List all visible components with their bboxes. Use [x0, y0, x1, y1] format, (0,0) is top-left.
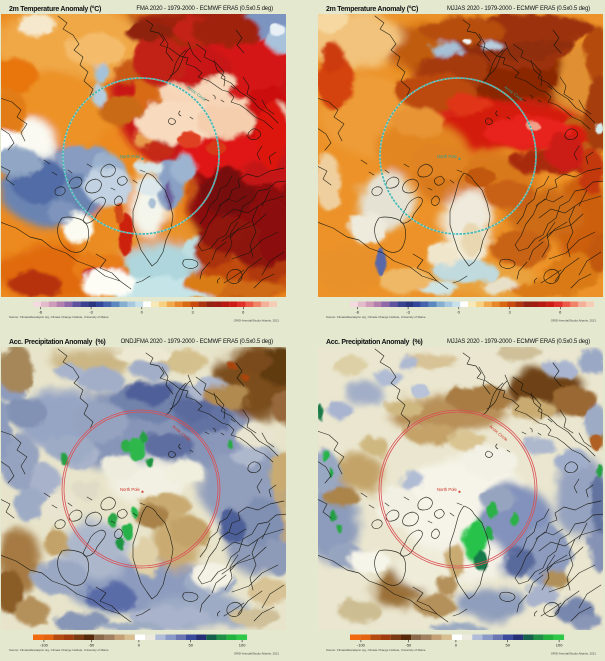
svg-text:-50: -50 [89, 642, 96, 647]
svg-text:-6: -6 [356, 309, 360, 314]
svg-text:North Pole: North Pole [120, 154, 140, 159]
svg-text:-50: -50 [406, 642, 413, 647]
svg-text:3: 3 [191, 309, 194, 314]
svg-text:0: 0 [141, 309, 144, 314]
svg-text:100: 100 [239, 642, 246, 647]
svg-text:✱: ✱ [458, 157, 462, 161]
svg-text:North Pole: North Pole [120, 487, 140, 492]
svg-text:ONDJFMA 2020 - 1979-2000 - ECM: ONDJFMA 2020 - 1979-2000 - ECMWF ERA5 (0… [121, 339, 274, 345]
svg-text:-6: -6 [39, 309, 43, 314]
svg-text:50: 50 [505, 642, 510, 647]
svg-text:Acc. Precipitation Anomaly (%: Acc. Precipitation Anomaly (%) [9, 339, 105, 346]
svg-text:North Pole: North Pole [437, 154, 457, 159]
svg-text:GRID-Arendal/Studio Atlantis,: GRID-Arendal/Studio Atlantis, 2021 [234, 652, 280, 656]
svg-text:0: 0 [458, 309, 461, 314]
svg-text:2m Temperature Anomaly (°C): 2m Temperature Anomaly (°C) [9, 5, 101, 13]
svg-text:MJJAS 2020 - 1979-2000 - ECMWF: MJJAS 2020 - 1979-2000 - ECMWF ERA5 (0.5… [447, 339, 590, 345]
svg-text:GRID-Arendal/Studio Atlantis,: GRID-Arendal/Studio Atlantis, 2021 [234, 319, 280, 323]
svg-text:Source: ClimateReanalyzer.org,: Source: ClimateReanalyzer.org, Climate C… [9, 315, 109, 319]
svg-text:-100: -100 [40, 642, 49, 647]
svg-text:Acc. Precipitation Anomaly (%: Acc. Precipitation Anomaly (%) [326, 339, 422, 346]
svg-text:Source: ClimateReanalyzer.org,: Source: ClimateReanalyzer.org, Climate C… [9, 648, 109, 652]
svg-text:6: 6 [559, 309, 562, 314]
svg-text:✱: ✱ [141, 490, 145, 494]
svg-text:50: 50 [188, 642, 193, 647]
svg-text:0: 0 [138, 642, 141, 647]
svg-text:GRID-Arendal/Studio Atlantis,: GRID-Arendal/Studio Atlantis, 2021 [551, 652, 597, 656]
svg-text:3: 3 [508, 309, 511, 314]
svg-text:FMA 2020 - 1979-2000 - ECMWF E: FMA 2020 - 1979-2000 - ECMWF ERA5 (0.5x0… [136, 6, 273, 12]
svg-text:100: 100 [556, 642, 563, 647]
svg-text:GRID-Arendal/Studio Atlantis,: GRID-Arendal/Studio Atlantis, 2021 [551, 319, 597, 323]
svg-text:North Pole: North Pole [437, 487, 457, 492]
svg-text:6: 6 [242, 309, 245, 314]
svg-text:✱: ✱ [141, 157, 145, 161]
svg-text:2m Temperature Anomaly (°C): 2m Temperature Anomaly (°C) [326, 5, 418, 13]
svg-text:-3: -3 [406, 309, 410, 314]
svg-text:✱: ✱ [458, 490, 462, 494]
svg-text:0: 0 [455, 642, 458, 647]
svg-text:-3: -3 [89, 309, 93, 314]
svg-text:MJJAS 2020 - 1979-2000 - ECMWF: MJJAS 2020 - 1979-2000 - ECMWF ERA5 (0.5… [447, 6, 590, 12]
svg-text:-100: -100 [357, 642, 366, 647]
svg-text:Source: ClimateReanalyzer.org,: Source: ClimateReanalyzer.org, Climate C… [326, 648, 426, 652]
svg-text:Source: ClimateReanalyzer.org,: Source: ClimateReanalyzer.org, Climate C… [326, 315, 426, 319]
